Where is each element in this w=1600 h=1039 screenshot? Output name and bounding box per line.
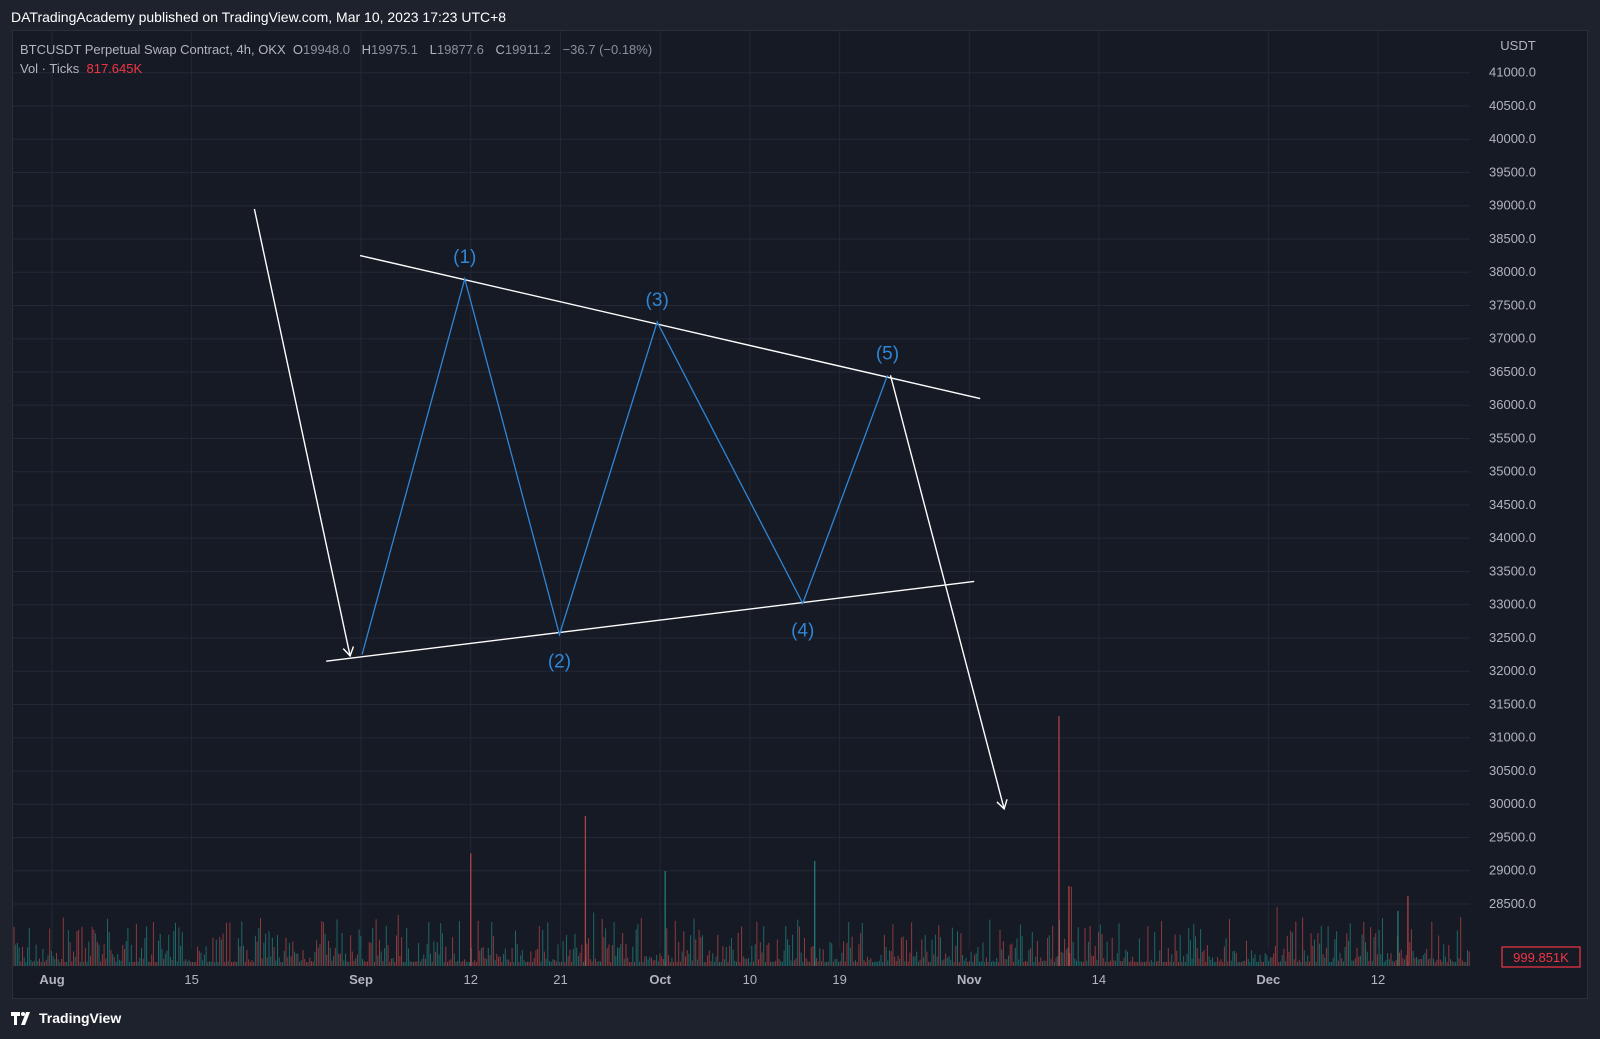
x-tick-label: 12 [464, 972, 478, 987]
wave-line [361, 276, 889, 655]
y-tick-label: 32000.0 [1489, 663, 1536, 678]
x-tick-label: Oct [649, 972, 671, 987]
tradingview-logo[interactable]: TradingView [11, 1010, 121, 1026]
x-tick-label: 15 [184, 972, 198, 987]
wave-label: (1) [453, 247, 476, 268]
y-tick-label: 31500.0 [1489, 696, 1536, 711]
legend-symbol: BTCUSDT Perpetual Swap Contract, 4h, OKX [20, 42, 286, 57]
y-tick-label: 37000.0 [1489, 331, 1536, 346]
y-tick-label: 39000.0 [1489, 198, 1536, 213]
legend-volume-label: Vol · Ticks [20, 61, 80, 76]
x-tick-label: 12 [1371, 972, 1385, 987]
y-tick-label: 33500.0 [1489, 563, 1536, 578]
x-tick-label: Nov [957, 972, 982, 987]
y-axis-unit: USDT [1500, 38, 1535, 53]
drawing-layer: (1) (2) (3) (4) (5) [253, 208, 1008, 811]
volume-badge [1501, 946, 1581, 968]
tradingview-brand: TradingView [39, 1010, 122, 1026]
x-tick-label: Sep [349, 972, 373, 987]
legend-volume-value: 817.645K [86, 61, 143, 76]
y-tick-label: 34000.0 [1489, 530, 1536, 545]
x-tick-label: 21 [553, 972, 567, 987]
arrow-head-1 [342, 646, 355, 658]
y-tick-label: 35000.0 [1489, 464, 1536, 479]
y-tick-label: 36500.0 [1489, 364, 1536, 379]
arrow-line-2 [889, 375, 1005, 810]
y-tick-label: 38000.0 [1489, 264, 1536, 279]
y-tick-label: 40500.0 [1489, 98, 1536, 113]
y-tick-label: 36000.0 [1489, 397, 1536, 412]
arrow-line-1 [253, 208, 351, 657]
legend-close-label: C [495, 42, 505, 57]
wave-label: (2) [548, 652, 571, 673]
legend-open-value: 19948.0 [303, 42, 351, 57]
legend-low-label: L [429, 42, 437, 57]
y-tick-label: 30000.0 [1489, 796, 1536, 811]
y-tick-label: 40000.0 [1489, 131, 1536, 146]
legend-close-value: 19911.2 [504, 42, 551, 57]
y-tick-label: 37500.0 [1489, 297, 1536, 312]
grid-layer [12, 31, 1470, 949]
legend-volume-row: Vol · Ticks 817.645K [20, 59, 652, 78]
y-tick-label: 39500.0 [1489, 164, 1536, 179]
legend-ohlc-row: BTCUSDT Perpetual Swap Contract, 4h, OKX… [20, 40, 652, 59]
y-tick-label: 33000.0 [1489, 597, 1536, 612]
wave-label: (3) [646, 290, 669, 311]
y-tick-label: 30500.0 [1489, 763, 1536, 778]
volume-layer [13, 716, 1470, 966]
volume-badge-text: 999.851K [1513, 950, 1569, 965]
legend-high-value: 19975.1 [371, 42, 419, 57]
lower-trendline [326, 580, 975, 662]
wave-label: (5) [876, 343, 899, 364]
axis-layer: USDT 999.851K 28500.0 29000.0 29500.0 30000… [39, 38, 1581, 987]
x-tick-label: 19 [832, 972, 846, 987]
y-tick-label: 29000.0 [1489, 863, 1536, 878]
publish-header: DATradingAcademy published on TradingVie… [11, 9, 507, 25]
y-tick-label: 34500.0 [1489, 497, 1536, 512]
x-tick-label: Dec [1256, 972, 1280, 987]
legend-high-label: H [361, 42, 372, 57]
y-tick-label: 29500.0 [1489, 829, 1536, 844]
legend-open-label: O [292, 42, 304, 57]
arrow-head-2 [996, 799, 1008, 811]
chart-legend: BTCUSDT Perpetual Swap Contract, 4h, OKX… [20, 40, 652, 78]
y-tick-label: 41000.0 [1489, 65, 1536, 80]
y-tick-label: 31000.0 [1489, 730, 1536, 745]
legend-low-value: 19877.6 [436, 42, 484, 57]
x-tick-label: 14 [1092, 972, 1106, 987]
upper-trendline [359, 254, 981, 400]
y-tick-label: 38500.0 [1489, 231, 1536, 246]
y-tick-label: 35500.0 [1489, 430, 1536, 445]
legend-change: −36.7 (−0.18%) [562, 42, 653, 57]
x-tick-label: Aug [39, 972, 64, 987]
y-tick-label: 28500.0 [1489, 896, 1536, 911]
y-tick-label: 32500.0 [1489, 630, 1536, 645]
wave-label: (4) [791, 620, 814, 641]
tradingview-logo-icon [11, 1012, 30, 1025]
x-tick-label: 10 [743, 972, 757, 987]
